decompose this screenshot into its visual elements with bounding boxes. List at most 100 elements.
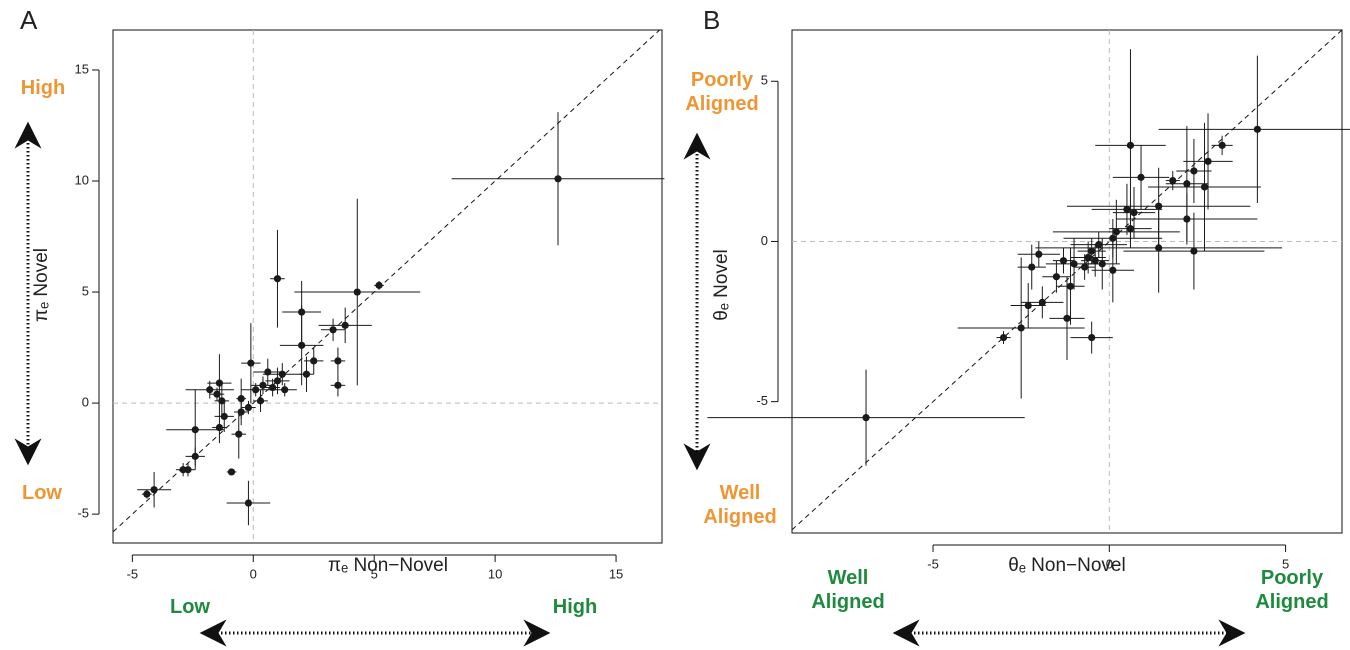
point bbox=[252, 386, 260, 394]
y-axis-label: θₑ Novel bbox=[711, 249, 732, 320]
x-annotation: Low bbox=[170, 596, 210, 618]
plot-frame bbox=[112, 29, 663, 544]
point bbox=[1088, 333, 1096, 342]
panel-label: B bbox=[703, 5, 720, 35]
point bbox=[1126, 141, 1135, 149]
point bbox=[1204, 157, 1212, 165]
point bbox=[1084, 253, 1092, 262]
point bbox=[1095, 241, 1103, 249]
y-tick-label: 0 bbox=[82, 395, 89, 410]
x-tick-label: 5 bbox=[1282, 556, 1289, 571]
point bbox=[1088, 247, 1096, 255]
x-tick-label: 0 bbox=[1106, 556, 1113, 571]
point bbox=[235, 430, 243, 438]
point bbox=[218, 397, 226, 405]
point bbox=[1070, 260, 1078, 268]
x-tick-label: 10 bbox=[488, 566, 502, 581]
point bbox=[1017, 324, 1025, 332]
point bbox=[1169, 176, 1177, 185]
point bbox=[1052, 273, 1061, 281]
x-tick-label: 5 bbox=[371, 566, 378, 581]
point bbox=[1035, 250, 1043, 258]
point bbox=[220, 412, 228, 421]
y-tick-label: 0 bbox=[761, 233, 768, 248]
x-axis-label: πₑ Non−Novel bbox=[328, 555, 448, 576]
x-annotation: Poorly Aligned bbox=[1255, 567, 1329, 613]
point bbox=[237, 395, 245, 403]
x-tick-label: -5 bbox=[927, 556, 939, 571]
point bbox=[281, 386, 289, 394]
point bbox=[244, 403, 253, 412]
point bbox=[1190, 167, 1198, 175]
point bbox=[554, 175, 562, 183]
point bbox=[1066, 282, 1075, 290]
point bbox=[1063, 314, 1071, 322]
point bbox=[1123, 205, 1131, 214]
x-tick-label: -5 bbox=[127, 566, 139, 581]
point bbox=[1024, 301, 1032, 310]
point bbox=[862, 414, 870, 422]
plot-frame bbox=[791, 29, 1343, 534]
point bbox=[143, 490, 151, 498]
point bbox=[1091, 257, 1099, 265]
point bbox=[298, 341, 306, 349]
point bbox=[206, 386, 214, 394]
point bbox=[334, 381, 342, 389]
point bbox=[310, 357, 318, 365]
point bbox=[1155, 244, 1163, 252]
y-tick-label: 5 bbox=[761, 73, 768, 88]
point bbox=[1081, 263, 1089, 271]
point bbox=[999, 333, 1008, 342]
y-annotation: Well Aligned bbox=[703, 482, 777, 528]
y-annotation: Poorly Aligned bbox=[685, 69, 759, 115]
point bbox=[273, 377, 282, 385]
point bbox=[213, 390, 221, 398]
x-axis-label: θₑ Non−Novel bbox=[1008, 555, 1125, 576]
point bbox=[247, 359, 255, 367]
point bbox=[1200, 183, 1209, 191]
x-annotation: Well Aligned bbox=[811, 567, 885, 613]
y-tick-label: 15 bbox=[75, 61, 89, 76]
point bbox=[1112, 228, 1120, 236]
point bbox=[1126, 225, 1135, 233]
point bbox=[329, 326, 337, 334]
x-annotation: High bbox=[552, 596, 598, 618]
point bbox=[1028, 263, 1036, 271]
x-tick-label: 15 bbox=[609, 566, 623, 581]
point bbox=[256, 397, 265, 405]
point bbox=[244, 499, 253, 507]
y-annotation: Low bbox=[22, 482, 62, 504]
point bbox=[341, 321, 349, 329]
point bbox=[334, 357, 342, 365]
point bbox=[191, 452, 199, 460]
y-axis-label: πₑ Novel bbox=[31, 248, 52, 322]
point bbox=[1038, 298, 1046, 306]
point bbox=[1137, 173, 1145, 181]
point bbox=[302, 370, 311, 378]
point bbox=[1059, 257, 1068, 265]
x-tick-label: 0 bbox=[250, 566, 257, 581]
y-tick-label: -5 bbox=[756, 393, 768, 408]
point bbox=[179, 466, 187, 474]
point bbox=[353, 288, 361, 296]
point bbox=[227, 468, 236, 476]
y-tick-label: -5 bbox=[77, 506, 89, 521]
y-tick-label: 10 bbox=[75, 172, 89, 187]
point bbox=[1253, 125, 1261, 133]
y-tick-label: 5 bbox=[82, 283, 89, 298]
point bbox=[150, 486, 158, 494]
point bbox=[375, 281, 383, 289]
point bbox=[259, 381, 267, 389]
identity-line bbox=[112, 29, 660, 533]
point bbox=[1183, 215, 1191, 223]
point bbox=[273, 275, 282, 283]
point bbox=[264, 368, 272, 376]
point bbox=[1183, 180, 1191, 188]
point bbox=[1130, 209, 1138, 217]
point bbox=[191, 426, 199, 434]
point bbox=[1109, 266, 1117, 274]
panel-label: A bbox=[20, 5, 38, 35]
y-annotation: High bbox=[20, 77, 66, 99]
